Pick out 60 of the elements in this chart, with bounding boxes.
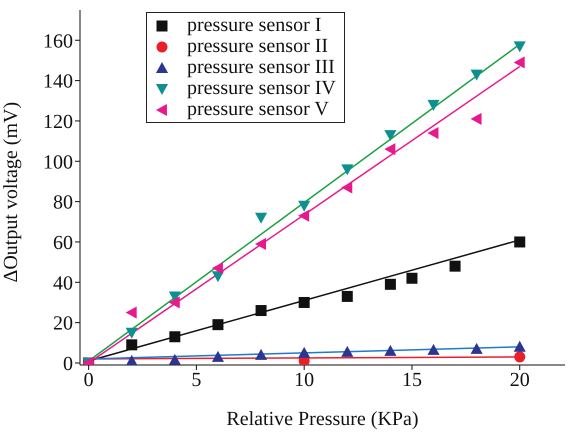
y-tick-label: 60 [53, 232, 73, 254]
point [514, 351, 526, 362]
point [168, 296, 180, 309]
point [384, 130, 396, 142]
point [169, 331, 180, 342]
point [342, 290, 353, 302]
point [212, 262, 223, 274]
y-tick-label: 80 [53, 192, 73, 214]
y-tick-label: 100 [43, 151, 73, 174]
point [514, 41, 526, 52]
point [514, 56, 525, 68]
legend-label: pressure sensor I [187, 14, 322, 36]
point [427, 126, 438, 140]
y-tick-label: 140 [43, 70, 73, 93]
point [514, 236, 526, 248]
legend-label: pressure sensor IV [187, 77, 336, 99]
y-tick-label: 20 [53, 312, 73, 335]
x-axis-title: Relative Pressure (KPa) [226, 408, 419, 430]
point [341, 346, 354, 357]
y-tick-label: 160 [43, 30, 73, 52]
y-tick-label: 120 [43, 111, 73, 134]
point [450, 260, 461, 272]
legend-label: pressure sensor V [187, 98, 329, 120]
point [406, 272, 418, 284]
legend-label: pressure sensor II [187, 35, 328, 57]
point [470, 70, 483, 81]
point [427, 100, 440, 111]
x-tick-label: 15 [402, 369, 422, 392]
point [256, 305, 267, 316]
x-tick-label: 0 [84, 369, 94, 392]
point [298, 346, 310, 358]
point [298, 296, 310, 308]
point [298, 210, 310, 222]
x-tick-label: 20 [510, 369, 530, 392]
point [298, 200, 310, 212]
point [126, 306, 137, 319]
x-tick-label: 5 [191, 369, 202, 392]
point [168, 354, 181, 365]
point [384, 344, 396, 356]
point [341, 181, 352, 194]
point [427, 344, 440, 355]
point [255, 238, 266, 250]
y-axis-title: ΔOutput voltage (mV) [0, 102, 22, 282]
y-tick-label: 40 [53, 272, 73, 294]
point [255, 348, 268, 360]
point [341, 164, 354, 176]
legend-label: pressure sensor III [187, 56, 335, 78]
x-tick-label: 10 [294, 369, 314, 392]
point [470, 342, 483, 354]
point [514, 340, 526, 352]
point [212, 350, 224, 362]
point [126, 354, 138, 365]
point [212, 319, 224, 330]
point [384, 278, 396, 290]
point [255, 212, 268, 224]
point [384, 143, 396, 156]
y-tick-label: 0 [63, 353, 73, 376]
point [470, 112, 482, 125]
point [126, 328, 138, 339]
point [126, 339, 138, 350]
